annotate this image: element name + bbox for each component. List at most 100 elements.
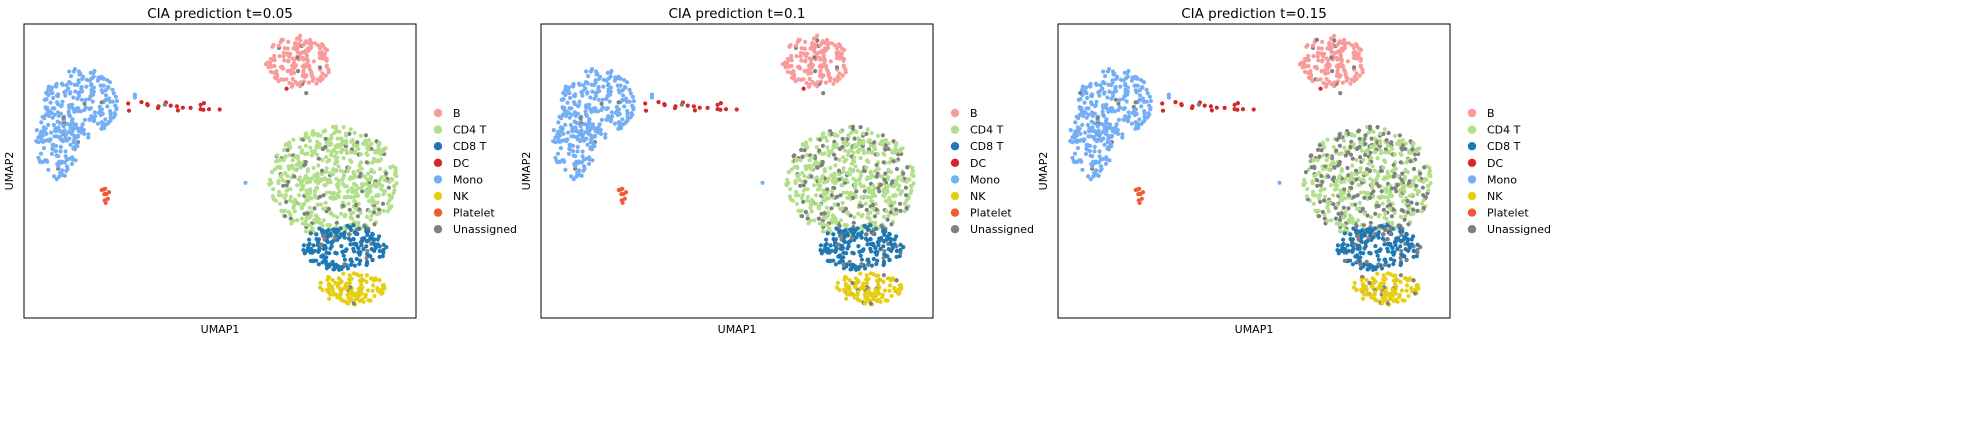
point-b — [827, 75, 832, 80]
point-cd4-t — [1407, 193, 1413, 198]
point-cd8-t — [865, 227, 871, 232]
point-cd8-t — [1341, 237, 1346, 242]
point-unassigned — [1317, 214, 1322, 219]
point-cd4-t — [392, 184, 397, 189]
point-cd4-t — [804, 167, 809, 172]
legend-label: CD8 T — [970, 140, 1004, 153]
point-unassigned — [835, 202, 841, 207]
point-mono — [551, 128, 556, 133]
point-cd4-t — [1381, 165, 1386, 170]
point-mono — [575, 128, 580, 133]
point-cd4-t — [826, 210, 831, 215]
point-mono — [560, 105, 565, 110]
point-cd4-t — [794, 201, 800, 206]
point-cd4-t — [789, 167, 794, 172]
point-cd4-t — [369, 175, 374, 180]
point-cd8-t — [1363, 244, 1368, 249]
legend-marker — [950, 208, 960, 217]
point-b — [1340, 80, 1345, 85]
point-cd4-t — [1322, 187, 1327, 192]
point-cd8-t — [308, 258, 313, 263]
point-cd4-t — [1382, 150, 1388, 155]
point-cd8-t — [819, 251, 824, 256]
point-unassigned — [1373, 211, 1378, 216]
point-unassigned — [891, 159, 896, 164]
point-cd4-t — [799, 196, 805, 201]
point-cd4-t — [869, 198, 874, 204]
point-mono — [1096, 128, 1101, 133]
point-unassigned — [1414, 183, 1419, 188]
point-cd4-t — [841, 155, 846, 160]
point-cd4-t — [374, 159, 379, 164]
point-b — [1327, 46, 1332, 51]
point-unassigned — [578, 115, 583, 120]
point-cd4-t — [315, 132, 320, 137]
y-axis-label: UMAP2 — [1037, 152, 1050, 191]
point-b — [1336, 49, 1341, 55]
point-nk — [347, 277, 352, 282]
point-cd4-t — [295, 183, 300, 188]
point-dc — [168, 103, 173, 108]
legend-label: CD8 T — [1487, 140, 1521, 153]
point-b — [1349, 43, 1354, 48]
point-unassigned — [864, 232, 869, 237]
point-mono — [605, 106, 610, 111]
point-mono — [606, 87, 611, 92]
point-mono — [1137, 93, 1143, 98]
point-cd4-t — [1362, 171, 1367, 176]
point-cd8-t — [351, 223, 356, 228]
point-mono — [584, 80, 589, 85]
point-cd8-t — [843, 228, 848, 233]
point-unassigned — [1196, 102, 1201, 107]
point-mono — [631, 105, 636, 110]
point-cd4-t — [820, 135, 825, 140]
point-unassigned — [61, 115, 66, 120]
point-unassigned — [1385, 301, 1390, 306]
point-mono — [79, 86, 84, 91]
point-cd4-t — [1327, 167, 1332, 172]
point-unassigned — [1367, 124, 1373, 129]
point-cd4-t — [341, 125, 346, 130]
point-cd4-t — [805, 194, 811, 199]
point-mono — [556, 129, 561, 134]
point-nk — [338, 292, 343, 297]
point-nk — [844, 296, 849, 301]
point-unassigned — [820, 159, 825, 165]
point-cd4-t — [838, 218, 844, 223]
point-b — [1315, 66, 1320, 71]
point-mono — [1102, 103, 1107, 108]
point-mono — [1087, 149, 1092, 154]
point-unassigned — [801, 183, 806, 188]
point-cd4-t — [303, 143, 308, 148]
point-mono — [1135, 121, 1140, 126]
point-unassigned — [802, 148, 807, 153]
point-cd4-t — [319, 171, 324, 177]
point-cd4-t — [1392, 210, 1397, 215]
point-b — [808, 66, 813, 71]
point-nk — [1393, 282, 1398, 287]
legend-item-cd8-t: CD8 T — [433, 140, 487, 153]
point-cd4-t — [795, 174, 800, 179]
point-cd4-t — [1342, 179, 1347, 184]
point-cd4-t — [282, 147, 287, 152]
point-unassigned — [1354, 146, 1360, 152]
point-nk — [835, 280, 840, 285]
point-nk — [341, 271, 346, 276]
point-mono — [563, 122, 568, 127]
point-cd8-t — [315, 240, 321, 245]
point-cd8-t — [823, 246, 828, 251]
point-cd8-t — [1368, 262, 1373, 267]
point-unassigned — [874, 174, 879, 179]
point-mono — [50, 142, 55, 147]
point-mono — [108, 118, 113, 123]
point-mono — [587, 120, 592, 125]
point-cd4-t — [898, 192, 903, 197]
point-b — [1316, 58, 1321, 63]
point-cd4-t — [1316, 196, 1321, 201]
point-cd4-t — [1312, 174, 1317, 179]
point-cd4-t — [338, 168, 343, 173]
point-cd4-t — [335, 215, 340, 220]
point-cd8-t — [1382, 257, 1387, 262]
point-mono — [46, 113, 52, 118]
point-unassigned — [360, 189, 365, 194]
